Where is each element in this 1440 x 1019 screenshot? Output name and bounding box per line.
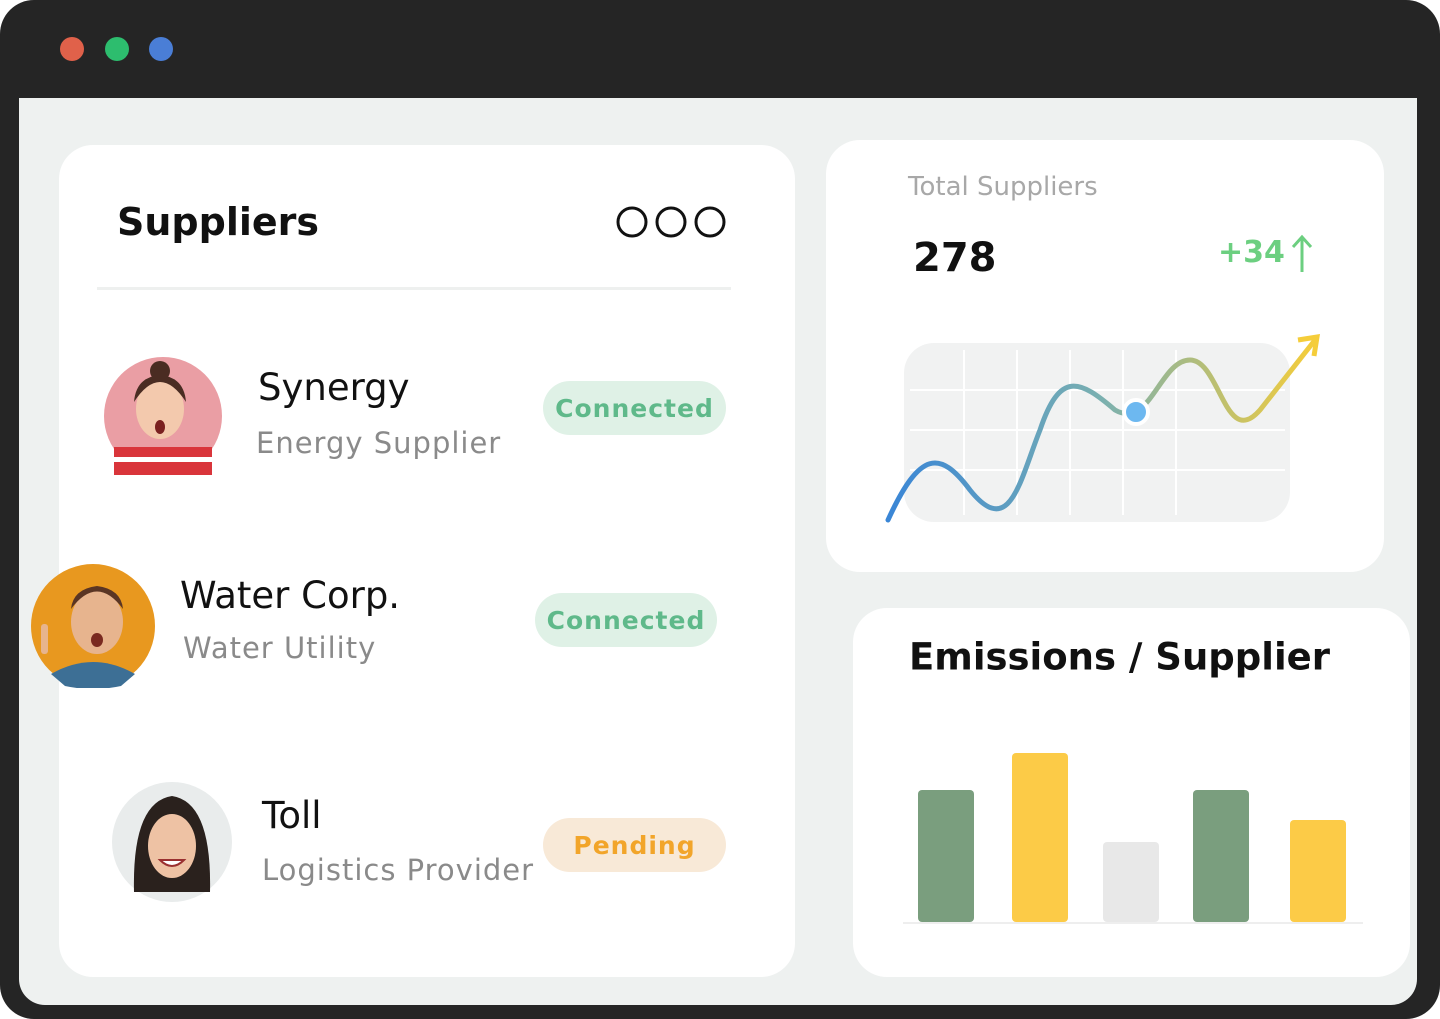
supplier-name: Toll [262, 794, 322, 837]
sparkline [885, 333, 1321, 523]
chart-title: Emissions / Supplier [909, 636, 1331, 679]
up-arrow [1291, 234, 1313, 272]
status-badge: Connected [535, 593, 717, 647]
status-badge: Pending [543, 818, 726, 872]
window-close[interactable] [60, 37, 84, 61]
avatar [104, 357, 222, 475]
supplier-type: Energy Supplier [256, 426, 502, 460]
total-value: 278 [913, 235, 997, 281]
window-minimize[interactable] [149, 37, 173, 61]
bar [918, 790, 974, 922]
bar [1012, 753, 1068, 922]
window-maximize[interactable] [105, 37, 129, 61]
bar [1290, 820, 1346, 922]
supplier-name: Synergy [258, 366, 410, 409]
avatar [31, 564, 155, 688]
chart: Emissions / Supplier [903, 636, 1363, 924]
divider [97, 287, 731, 290]
bar [1103, 842, 1159, 922]
suppliers-title: Suppliers [117, 200, 320, 244]
status-badge: Connected [543, 381, 726, 435]
more-menu[interactable] [610, 202, 740, 244]
supplier-name: Water Corp. [180, 574, 401, 617]
bar [1193, 790, 1249, 922]
avatar [112, 782, 232, 902]
supplier-type: Water Utility [183, 631, 377, 665]
total-change: +34 [1218, 235, 1285, 270]
supplier-type: Logistics Provider [262, 853, 535, 887]
total-label: Total Suppliers [908, 172, 1098, 202]
